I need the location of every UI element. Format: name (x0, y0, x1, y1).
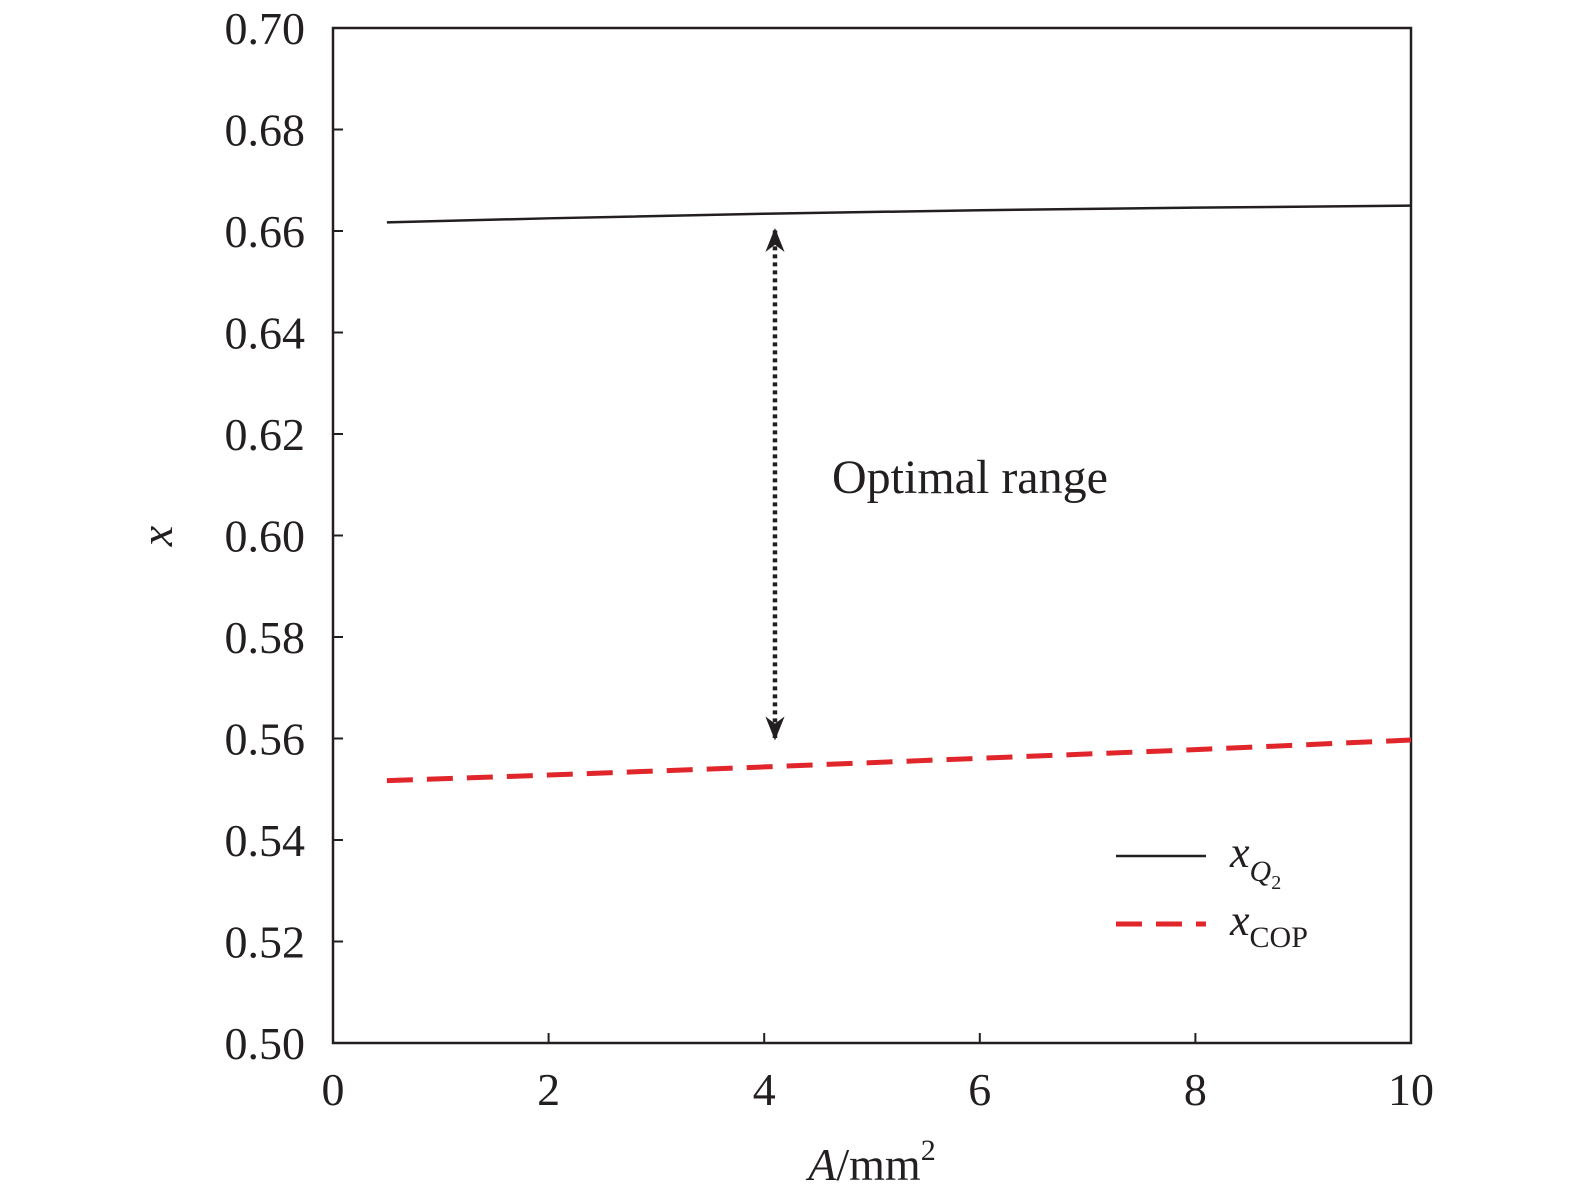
y-axis-ticks: 0.50 0.52 0.54 0.56 0.58 0.60 0.62 0.64 0.66 0.68… (225, 3, 343, 1069)
x-tick-label: 8 (1184, 1064, 1207, 1115)
legend-label: xQ2 (1229, 828, 1281, 894)
y-tick-label: 0.62 (225, 409, 306, 460)
y-tick-label: 0.70 (225, 3, 306, 54)
x-tick-label: 10 (1388, 1064, 1434, 1115)
y-tick-label: 0.66 (225, 206, 306, 257)
y-tick-label: 0.50 (225, 1018, 306, 1069)
y-tick-label: 0.68 (225, 105, 306, 156)
x-tick-label: 0 (322, 1064, 345, 1115)
x-tick-label: 6 (968, 1064, 991, 1115)
y-tick-label: 0.54 (225, 815, 306, 866)
y-tick-label: 0.60 (225, 511, 306, 562)
x-axis-label: A/mm2 (805, 1134, 935, 1190)
x-tick-label: 4 (753, 1064, 776, 1115)
y-tick-label: 0.56 (225, 714, 306, 765)
axis-labels: A/mm2 x (131, 525, 936, 1190)
x-tick-label: 2 (537, 1064, 560, 1115)
optimal-range-label: Optimal range (832, 451, 1108, 504)
series-line-x-cop (386, 737, 1412, 784)
y-axis-label: x (131, 525, 182, 547)
plot-area (331, 26, 1413, 1045)
legend-label: xCOP (1229, 896, 1308, 954)
y-tick-label: 0.64 (225, 308, 306, 359)
series-lines (386, 204, 1412, 784)
plot-frame (331, 26, 1413, 1045)
y-tick-label: 0.58 (225, 612, 306, 663)
optimal-range-annotation: Optimal range (765, 227, 1108, 741)
x-axis-ticks: 0 2 4 6 8 10 (322, 1033, 1434, 1115)
series-line-x-q2 (386, 204, 1412, 224)
y-tick-label: 0.52 (225, 917, 306, 968)
